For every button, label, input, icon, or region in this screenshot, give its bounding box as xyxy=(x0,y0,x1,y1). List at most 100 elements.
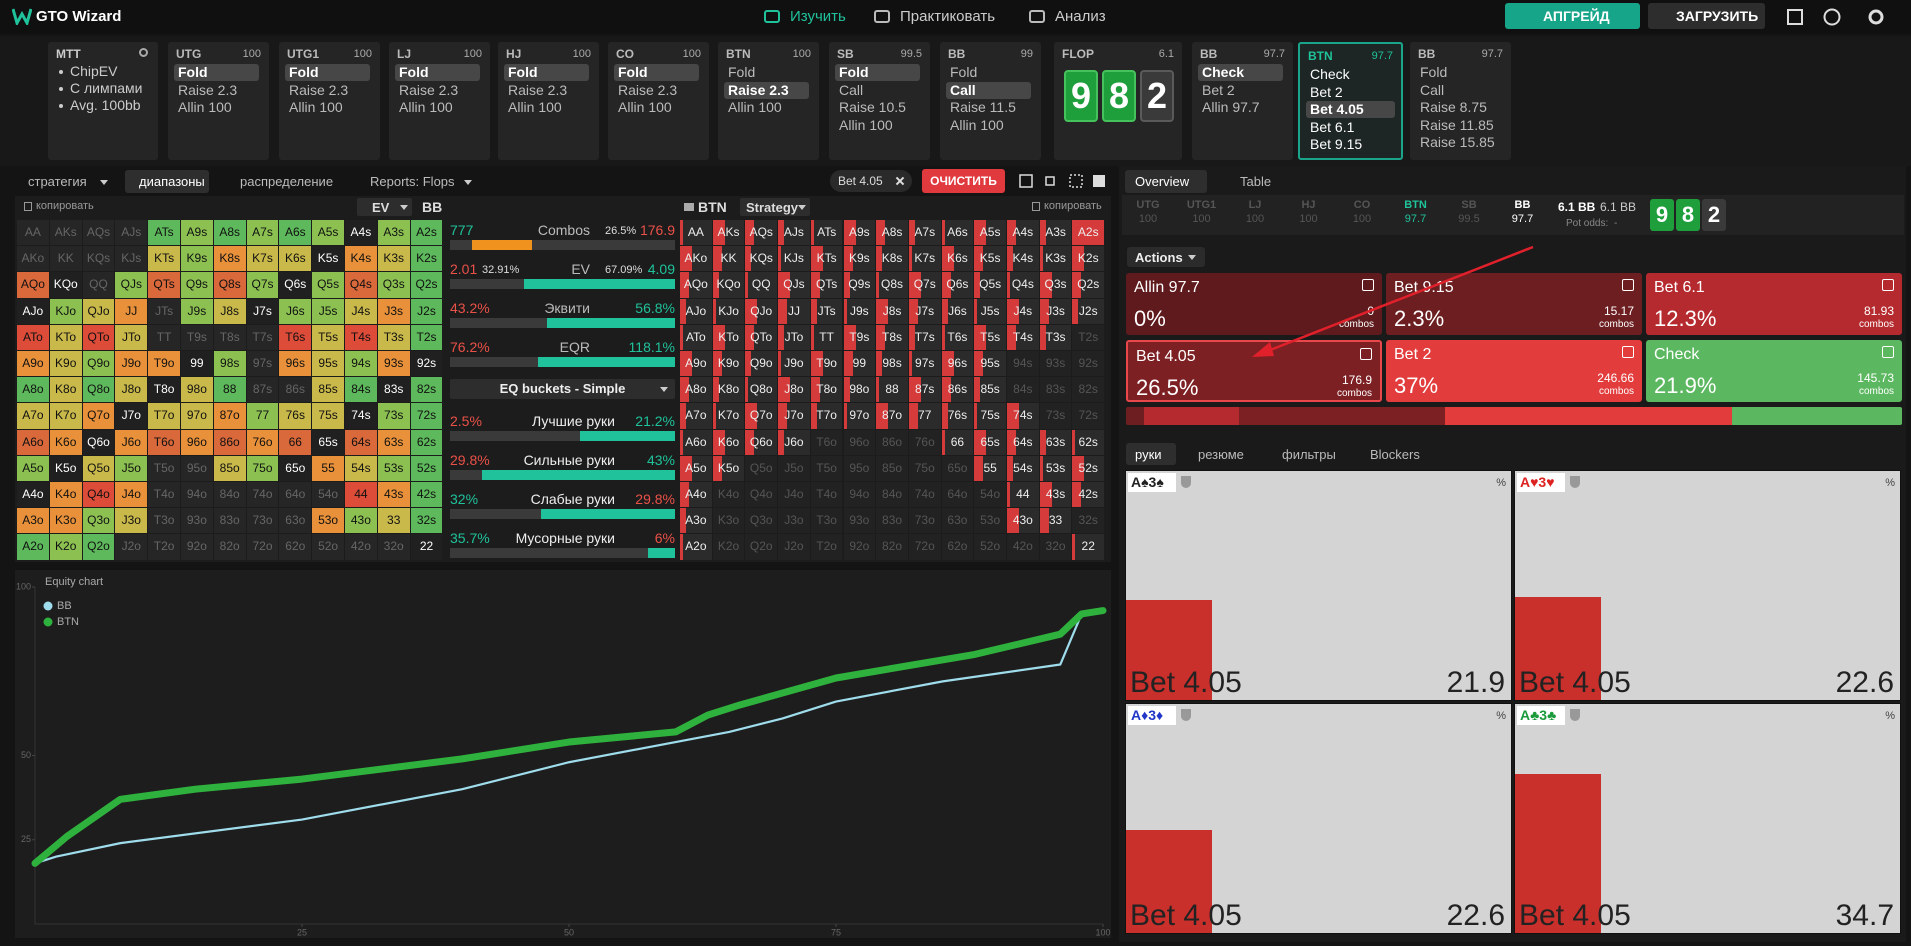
range-cell[interactable]: A4s xyxy=(345,220,377,246)
range-cell[interactable]: 62s xyxy=(410,429,443,455)
range-cell[interactable]: KTs xyxy=(148,246,180,272)
range-cell[interactable]: J4s xyxy=(1007,298,1039,324)
range-cell[interactable]: ATs xyxy=(148,220,180,246)
action-row[interactable]: Check xyxy=(1310,66,1350,82)
range-cell[interactable]: Q6o xyxy=(82,429,115,455)
range-cell[interactable]: 62s xyxy=(1072,429,1105,455)
range-cell[interactable]: 97s xyxy=(246,351,279,377)
range-cell[interactable]: 44 xyxy=(345,482,377,508)
range-cell[interactable]: A4s xyxy=(1007,220,1039,246)
range-cell[interactable]: 33 xyxy=(1039,508,1072,534)
range-cell[interactable]: J4s xyxy=(345,298,377,324)
range-cell[interactable]: 94o xyxy=(843,482,876,508)
range-cell[interactable]: 83s xyxy=(377,377,410,403)
range-cell[interactable]: 86o xyxy=(876,429,908,455)
range-cell[interactable]: AJs xyxy=(778,220,810,246)
range-cell[interactable]: A2s xyxy=(1072,220,1105,246)
range-cell[interactable]: 75o xyxy=(246,455,279,481)
range-cell[interactable]: Q7o xyxy=(745,403,778,429)
range-cell[interactable]: 86s xyxy=(941,377,974,403)
range-cell[interactable]: 42s xyxy=(1072,482,1105,508)
action-row[interactable]: Raise 2.3 xyxy=(508,81,568,98)
range-cell[interactable]: 62o xyxy=(279,534,312,560)
range-cell[interactable]: J8s xyxy=(213,298,246,324)
range-cell[interactable]: T8o xyxy=(148,377,180,403)
range-cell[interactable]: 32o xyxy=(377,534,410,560)
range-cell[interactable]: K6s xyxy=(941,246,974,272)
range-cell[interactable]: 98o xyxy=(843,377,876,403)
position-card[interactable]: CO 100 Fold Raise 2.3 Allin 100 xyxy=(608,42,709,160)
range-cell[interactable]: 98s xyxy=(876,351,908,377)
range-cell[interactable]: 92s xyxy=(1072,351,1105,377)
range-cell[interactable]: TT xyxy=(148,324,180,350)
range-cell[interactable]: A7s xyxy=(908,220,941,246)
range-cell[interactable]: 99 xyxy=(843,351,876,377)
range-cell[interactable]: 98o xyxy=(181,377,213,403)
action-row[interactable]: Raise 10.5 xyxy=(839,99,906,115)
range-cell[interactable]: T3s xyxy=(1039,324,1072,350)
range-cell[interactable]: QTs xyxy=(810,272,843,298)
range-cell[interactable]: JTs xyxy=(148,298,180,324)
range-cell[interactable]: J8s xyxy=(876,298,908,324)
action-row[interactable]: Raise 11.5 xyxy=(950,99,1016,115)
range-cell[interactable]: T7s xyxy=(908,324,941,350)
position-card[interactable]: BTN 100 Fold Raise 2.3 Allin 100 xyxy=(718,42,819,160)
range-cell[interactable]: 63s xyxy=(1039,429,1072,455)
range-cell[interactable]: 73s xyxy=(377,403,410,429)
range-cell[interactable]: 92o xyxy=(181,534,213,560)
toolbar-tab[interactable]: стратегия xyxy=(28,174,87,189)
range-cell[interactable]: 55 xyxy=(974,455,1006,481)
range-cell[interactable]: J4o xyxy=(115,482,148,508)
range-cell[interactable]: KJo xyxy=(49,298,82,324)
range-cell[interactable]: A3s xyxy=(1039,220,1072,246)
hand-card[interactable]: A♦3♦% Bet 4.05 22.6 xyxy=(1125,703,1512,934)
overview-tab[interactable]: Overview xyxy=(1135,174,1190,189)
range-cell[interactable]: T4o xyxy=(810,482,843,508)
range-cell[interactable]: 64s xyxy=(1007,429,1039,455)
range-cell[interactable]: AJs xyxy=(115,220,148,246)
range-cell[interactable]: Q8o xyxy=(82,377,115,403)
flop-card[interactable]: FLOP 6.1 9 8 2 xyxy=(1054,42,1182,160)
range-cell[interactable]: K6o xyxy=(49,429,82,455)
range-cell[interactable]: 77 xyxy=(908,403,941,429)
range-cell[interactable]: 83o xyxy=(876,508,908,534)
range-cell[interactable]: A9o xyxy=(17,351,49,377)
range-cell[interactable]: K6s xyxy=(279,246,312,272)
range-cell[interactable]: J8o xyxy=(115,377,148,403)
range-cell[interactable]: 73o xyxy=(908,508,941,534)
range-cell[interactable]: JJ xyxy=(778,298,810,324)
range-cell[interactable]: A9s xyxy=(181,220,213,246)
range-cell[interactable]: T6o xyxy=(810,429,843,455)
range-cell[interactable]: A7o xyxy=(680,403,712,429)
range-cell[interactable]: A8s xyxy=(213,220,246,246)
action-row[interactable]: Allin 100 xyxy=(289,99,343,115)
range-cell[interactable]: K7s xyxy=(908,246,941,272)
action-row[interactable]: Allin 97.7 xyxy=(1202,99,1260,115)
range-cell[interactable]: K5o xyxy=(49,455,82,481)
range-cell[interactable]: T9o xyxy=(810,351,843,377)
range-cell[interactable]: 96s xyxy=(279,351,312,377)
range-cell[interactable]: 53s xyxy=(1039,455,1072,481)
range-cell[interactable]: Q2s xyxy=(1072,272,1105,298)
range-cell[interactable]: 97o xyxy=(843,403,876,429)
range-cell[interactable]: T9o xyxy=(148,351,180,377)
range-cell[interactable]: K2s xyxy=(1072,246,1105,272)
range-cell[interactable]: 74o xyxy=(246,482,279,508)
action-row[interactable]: Allin 100 xyxy=(839,116,893,133)
hand-card[interactable]: A♥3♥% Bet 4.05 22.6 xyxy=(1514,470,1901,701)
action-row[interactable]: Allin 100 xyxy=(618,99,672,115)
range-cell[interactable]: K9o xyxy=(49,351,82,377)
range-cell[interactable]: 63o xyxy=(279,508,312,534)
range-cell[interactable]: Q2s xyxy=(410,272,443,298)
range-cell[interactable]: K4s xyxy=(345,246,377,272)
range-cell[interactable]: 42o xyxy=(1007,534,1039,560)
range-cell[interactable]: Q3o xyxy=(82,508,115,534)
range-cell[interactable]: 94s xyxy=(345,351,377,377)
range-cell[interactable]: JTo xyxy=(115,324,148,350)
actions-dropdown[interactable] xyxy=(1127,247,1205,267)
range-cell[interactable]: K5s xyxy=(974,246,1006,272)
range-cell[interactable]: Q8o xyxy=(745,377,778,403)
range-cell[interactable]: J3o xyxy=(115,508,148,534)
action-row[interactable]: Fold xyxy=(395,64,480,81)
range-cell[interactable]: KQo xyxy=(712,272,745,298)
